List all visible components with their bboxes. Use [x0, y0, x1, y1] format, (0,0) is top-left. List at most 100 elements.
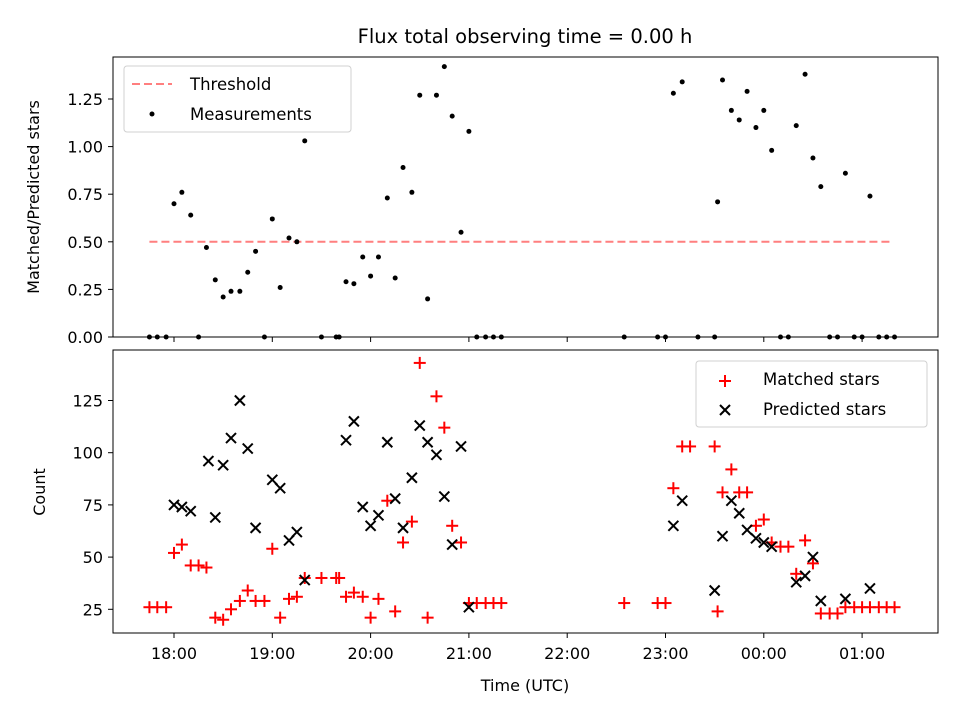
matched-point	[315, 571, 328, 584]
predicted-point	[421, 436, 434, 448]
measurement-point	[368, 273, 374, 279]
matched-point	[831, 607, 844, 620]
predicted-point	[364, 520, 377, 532]
top-y-axis: 0.00 0.25 0.50 0.75 1.00 1.25	[67, 90, 113, 347]
predicted-point	[406, 472, 418, 484]
matched-point	[806, 557, 819, 570]
matched-point	[347, 586, 360, 599]
top-legend-box	[123, 65, 352, 133]
measurement-point	[400, 165, 406, 171]
measurement-point	[818, 184, 824, 190]
predicted-point	[348, 415, 360, 428]
measurement-point	[679, 79, 685, 85]
predicted-point	[430, 449, 443, 461]
measurement-point	[441, 64, 447, 70]
matched-point	[741, 486, 754, 499]
measurement-point	[179, 189, 185, 195]
top-legend: Threshold Measurements	[123, 65, 352, 133]
measurement-point	[425, 296, 431, 302]
legend-predicted-swatch	[719, 404, 731, 416]
matched-point	[168, 546, 180, 559]
matched-point	[209, 611, 222, 624]
predicted-point	[463, 601, 475, 613]
predicted-point	[716, 530, 729, 542]
predicted-point	[438, 490, 451, 503]
predicted-point	[864, 582, 876, 595]
measurement-point	[351, 281, 357, 287]
measurement-point	[245, 269, 251, 275]
top-plot: 0.00 0.25 0.50 0.75 1.00 1.25 Matched/Predict…	[24, 56, 939, 347]
predicted-point	[446, 538, 458, 551]
matched-point	[283, 592, 296, 605]
measurement-point	[769, 147, 775, 153]
bottom-x-axis: 18:00 19:00 20:00 21:00 22:00 23:00 00:00 01:00	[151, 633, 885, 663]
matched-points	[143, 356, 901, 626]
measurement-point	[220, 294, 226, 300]
bottom-y-tick-label: 100	[72, 444, 103, 463]
matched-point	[725, 463, 738, 476]
matched-point	[389, 605, 402, 618]
measurement-point	[375, 254, 381, 260]
predicted-point	[667, 520, 680, 532]
matched-point	[757, 513, 770, 526]
predicted-point	[234, 394, 246, 407]
bottom-x-tick-label: 22:00	[544, 644, 590, 663]
top-y-tick-label: 1.25	[67, 90, 103, 109]
top-y-tick-label: 0.75	[67, 185, 103, 204]
predicted-point	[202, 455, 215, 467]
chart-title: Flux total observing time = 0.00 h	[358, 25, 693, 48]
matched-point	[381, 494, 394, 507]
legend-matched-label: Matched stars	[763, 370, 880, 389]
measurement-point	[343, 279, 349, 285]
predicted-point	[217, 459, 229, 471]
matched-point	[446, 519, 459, 532]
predicted-point	[725, 495, 738, 507]
predicted-point	[455, 440, 467, 453]
measurement-point	[449, 113, 455, 119]
predicted-point	[357, 501, 369, 513]
matched-point	[421, 611, 434, 624]
measurement-point	[458, 229, 464, 235]
matched-point	[397, 536, 410, 549]
bottom-plot-frame	[112, 349, 939, 634]
matched-point	[233, 594, 246, 607]
top-plot-frame	[112, 56, 939, 338]
matched-point	[274, 611, 287, 624]
matched-point	[455, 536, 468, 549]
predicted-point	[807, 551, 819, 563]
measurement-point	[744, 88, 750, 94]
predicted-point	[750, 532, 762, 545]
measurement-point	[466, 128, 472, 134]
matched-point	[356, 590, 369, 603]
predicted-point	[799, 570, 811, 582]
matched-point	[618, 597, 631, 610]
predicted-point	[708, 584, 721, 597]
matched-point	[405, 515, 418, 528]
measurement-point	[269, 216, 275, 222]
matched-point	[495, 597, 508, 610]
measurement-point	[302, 138, 308, 144]
matched-point	[799, 534, 812, 547]
predicted-point	[839, 593, 852, 605]
matched-point	[782, 540, 795, 553]
predicted-point	[758, 536, 770, 549]
predicted-point	[381, 436, 394, 448]
matched-point	[684, 440, 697, 453]
top-y-axis-label: Matched/Predicted stars	[24, 100, 43, 294]
bottom-plot: 25 50 75 100 125 18:00 19:00 20:00 21:00 22:00 23…	[30, 349, 939, 695]
measurement-point	[171, 201, 177, 207]
measurement-point	[670, 90, 676, 96]
measurement-point	[277, 284, 283, 290]
matched-point	[372, 592, 385, 605]
predicted-points	[168, 394, 876, 613]
measurement-point	[715, 199, 721, 205]
matched-point	[225, 603, 238, 616]
matched-point	[241, 584, 254, 597]
predicted-point	[397, 522, 409, 534]
legend-predicted-label: Predicted stars	[763, 400, 886, 419]
top-x-axis	[173, 337, 863, 342]
predicted-point	[414, 419, 426, 432]
measurement-point	[228, 288, 234, 294]
matched-point	[888, 601, 901, 614]
matched-point	[438, 421, 451, 434]
